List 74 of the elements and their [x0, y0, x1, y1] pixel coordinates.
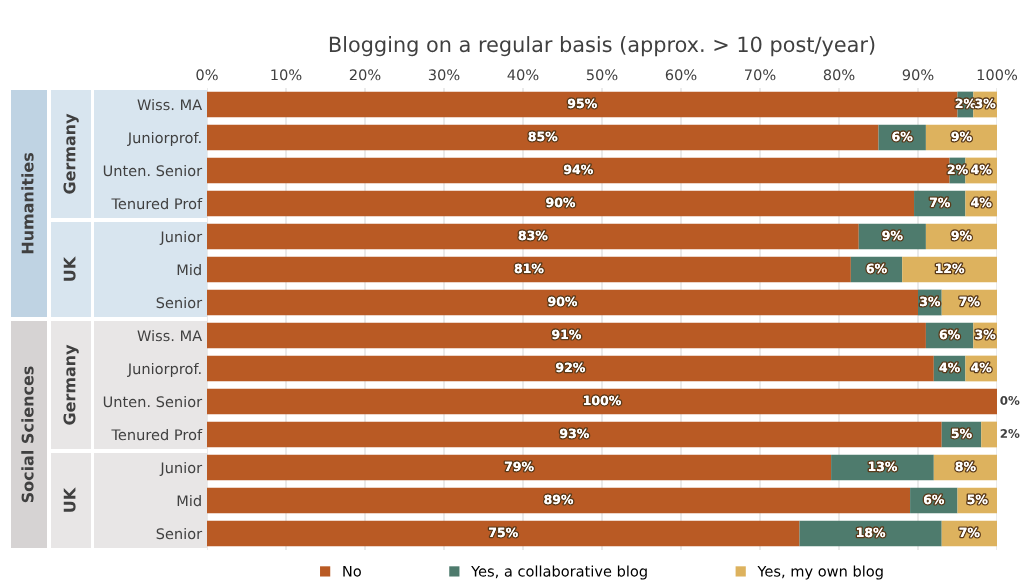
- data-label: 94%: [563, 164, 593, 175]
- data-label: 2%: [1000, 429, 1020, 438]
- y-tick-label: Senior: [156, 527, 203, 540]
- data-label: 13%: [868, 461, 898, 472]
- y-tick-label: Mid: [177, 263, 201, 276]
- text: UK: [63, 256, 76, 281]
- x-tick-label: 50%: [586, 69, 618, 81]
- data-label: 0%: [1000, 396, 1020, 405]
- data-label: 3%: [975, 329, 996, 340]
- data-label: 91%: [552, 329, 582, 340]
- data-label: 9%: [951, 131, 972, 142]
- x-tick-label: 90%: [902, 69, 934, 81]
- y-tick-label: Wiss. MA: [137, 329, 203, 342]
- x-tick-label: 100%: [977, 69, 1018, 81]
- text: Humanities: [21, 153, 34, 254]
- data-label: 4%: [939, 362, 960, 373]
- data-label: 6%: [892, 131, 913, 142]
- data-label: 89%: [544, 494, 574, 505]
- y-tick-label: Tenured Prof: [111, 428, 203, 441]
- data-label: 90%: [546, 197, 576, 208]
- data-label: 93%: [560, 428, 589, 439]
- data-label: 75%: [489, 527, 518, 538]
- data-label: 7%: [929, 197, 950, 208]
- data-label: 9%: [882, 230, 903, 241]
- x-tick-label: 60%: [665, 69, 697, 81]
- data-label: 12%: [936, 263, 965, 274]
- legend-label: No: [343, 565, 361, 577]
- data-label: 6%: [923, 494, 945, 505]
- data-label: 79%: [504, 461, 534, 472]
- data-label: 81%: [514, 263, 544, 274]
- data-label: 85%: [528, 131, 558, 142]
- text: Germany: [63, 113, 79, 194]
- data-label: 5%: [967, 494, 988, 505]
- data-label: 100%: [584, 395, 621, 406]
- y-tick-label: Tenured Prof: [111, 197, 203, 210]
- legend-label: Yes, my own blog: [757, 565, 883, 580]
- text: Social Sciences: [21, 366, 34, 503]
- data-label: 83%: [518, 230, 548, 241]
- data-label: 92%: [556, 362, 585, 373]
- x-tick-label: 80%: [823, 69, 855, 81]
- x-tick-label: 20%: [349, 69, 381, 81]
- chart-title: Blogging on a regular basis (approx. > 10 post/year): [329, 36, 875, 57]
- data-label: 3%: [920, 296, 941, 307]
- x-tick-label: 40%: [507, 69, 539, 81]
- data-label: 3%: [975, 98, 996, 109]
- data-label: 90%: [548, 296, 578, 307]
- x-tick-label: 0%: [196, 69, 218, 81]
- data-label: 7%: [959, 527, 980, 538]
- data-label: 6%: [866, 263, 887, 274]
- x-tick-label: 10%: [271, 69, 302, 81]
- data-label: 6%: [939, 329, 960, 340]
- y-tick-label: Mid: [177, 494, 201, 507]
- text: UK: [63, 487, 76, 512]
- data-label: 5%: [951, 428, 972, 439]
- text: Germany: [63, 344, 79, 425]
- data-label: 9%: [951, 230, 972, 241]
- x-tick-label: 70%: [744, 69, 776, 81]
- data-label: 95%: [567, 98, 597, 109]
- data-label: 18%: [857, 527, 886, 538]
- y-tick-label: Unten. Senior: [103, 164, 203, 177]
- data-label: 8%: [955, 461, 976, 472]
- data-label: 7%: [959, 296, 980, 307]
- y-tick-label: Juniorprof.: [127, 362, 201, 378]
- data-label: 4%: [971, 164, 992, 175]
- y-tick-label: Junior: [159, 230, 203, 245]
- data-label: 4%: [971, 362, 992, 373]
- y-tick-label: Senior: [156, 296, 203, 309]
- y-tick-label: Juniorprof.: [127, 131, 201, 147]
- y-tick-label: Unten. Senior: [103, 395, 203, 408]
- y-tick-label: Wiss. MA: [137, 98, 203, 111]
- legend-label: Yes, a collaborative blog: [471, 565, 647, 580]
- data-label: 4%: [971, 197, 992, 208]
- x-tick-label: 30%: [428, 69, 460, 81]
- y-tick-label: Junior: [159, 461, 203, 476]
